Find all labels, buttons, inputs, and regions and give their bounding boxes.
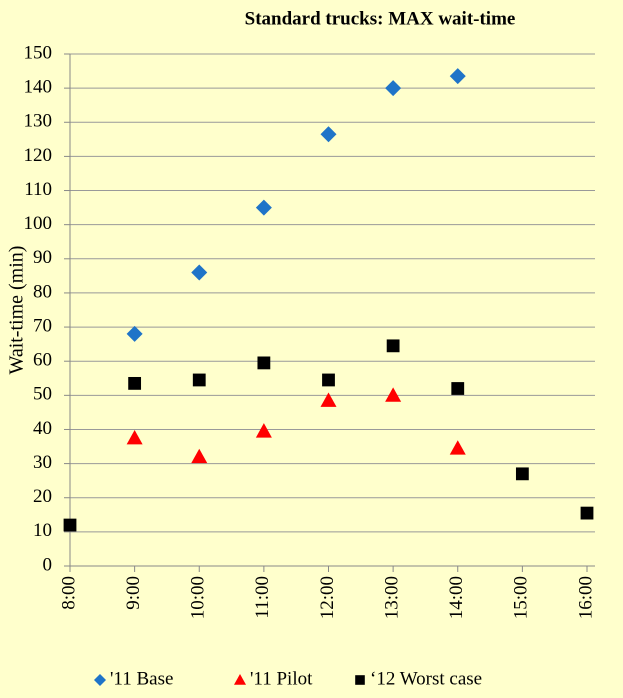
point — [386, 339, 400, 353]
point — [322, 373, 335, 387]
point — [449, 68, 466, 85]
point — [257, 356, 271, 370]
y-tick-label: 100 — [24, 213, 53, 234]
y-tick-label: 20 — [33, 486, 52, 507]
x-tick-label: 8:00 — [58, 576, 79, 610]
point — [255, 423, 272, 438]
point — [63, 518, 77, 532]
x-tick-label: 11:00 — [252, 576, 273, 619]
legend-label: ‘12 Worst case — [370, 668, 482, 689]
point — [320, 126, 337, 143]
x-tick-label: 15:00 — [511, 576, 532, 619]
point — [451, 382, 465, 395]
x-tick-label: 14:00 — [446, 576, 467, 619]
legend-label: '11 Pilot — [250, 668, 313, 689]
point — [128, 376, 142, 390]
point — [192, 373, 206, 387]
point — [126, 430, 143, 445]
legend-marker — [94, 674, 106, 686]
x-tick-label: 9:00 — [123, 576, 144, 610]
x-tick-label: 12:00 — [317, 576, 338, 619]
y-tick-label: 140 — [24, 76, 53, 97]
y-tick-label: 90 — [33, 247, 52, 268]
point — [515, 467, 529, 481]
y-tick-label: 30 — [33, 452, 52, 473]
y-tick-label: 60 — [33, 350, 52, 371]
y-tick-label: 130 — [24, 111, 53, 132]
point — [320, 392, 337, 407]
y-axis-label: Wait-time (min) — [6, 246, 28, 375]
x-tick-label: 16:00 — [575, 576, 596, 619]
y-tick-label: 80 — [33, 281, 52, 302]
y-tick-label: 150 — [24, 42, 53, 63]
y-tick-label: 0 — [43, 554, 53, 575]
chart-title: Standard trucks: MAX wait-time — [245, 8, 516, 29]
y-tick-label: 70 — [33, 315, 52, 336]
point — [191, 448, 208, 464]
y-tick-label: 110 — [24, 179, 52, 200]
point — [449, 440, 466, 455]
y-tick-label: 10 — [33, 520, 52, 541]
y-tick-label: 120 — [24, 145, 53, 166]
point — [191, 264, 208, 281]
point — [126, 325, 143, 342]
point — [385, 80, 402, 97]
legend-marker — [234, 674, 246, 685]
x-tick-label: 13:00 — [381, 576, 402, 619]
legend-marker — [355, 675, 365, 685]
y-tick-label: 50 — [33, 384, 52, 405]
y-tick-label: 40 — [33, 418, 52, 439]
point — [385, 387, 402, 402]
legend-label: '11 Base — [110, 668, 173, 689]
point — [255, 199, 272, 216]
point — [580, 506, 594, 520]
x-tick-label: 10:00 — [188, 576, 209, 619]
